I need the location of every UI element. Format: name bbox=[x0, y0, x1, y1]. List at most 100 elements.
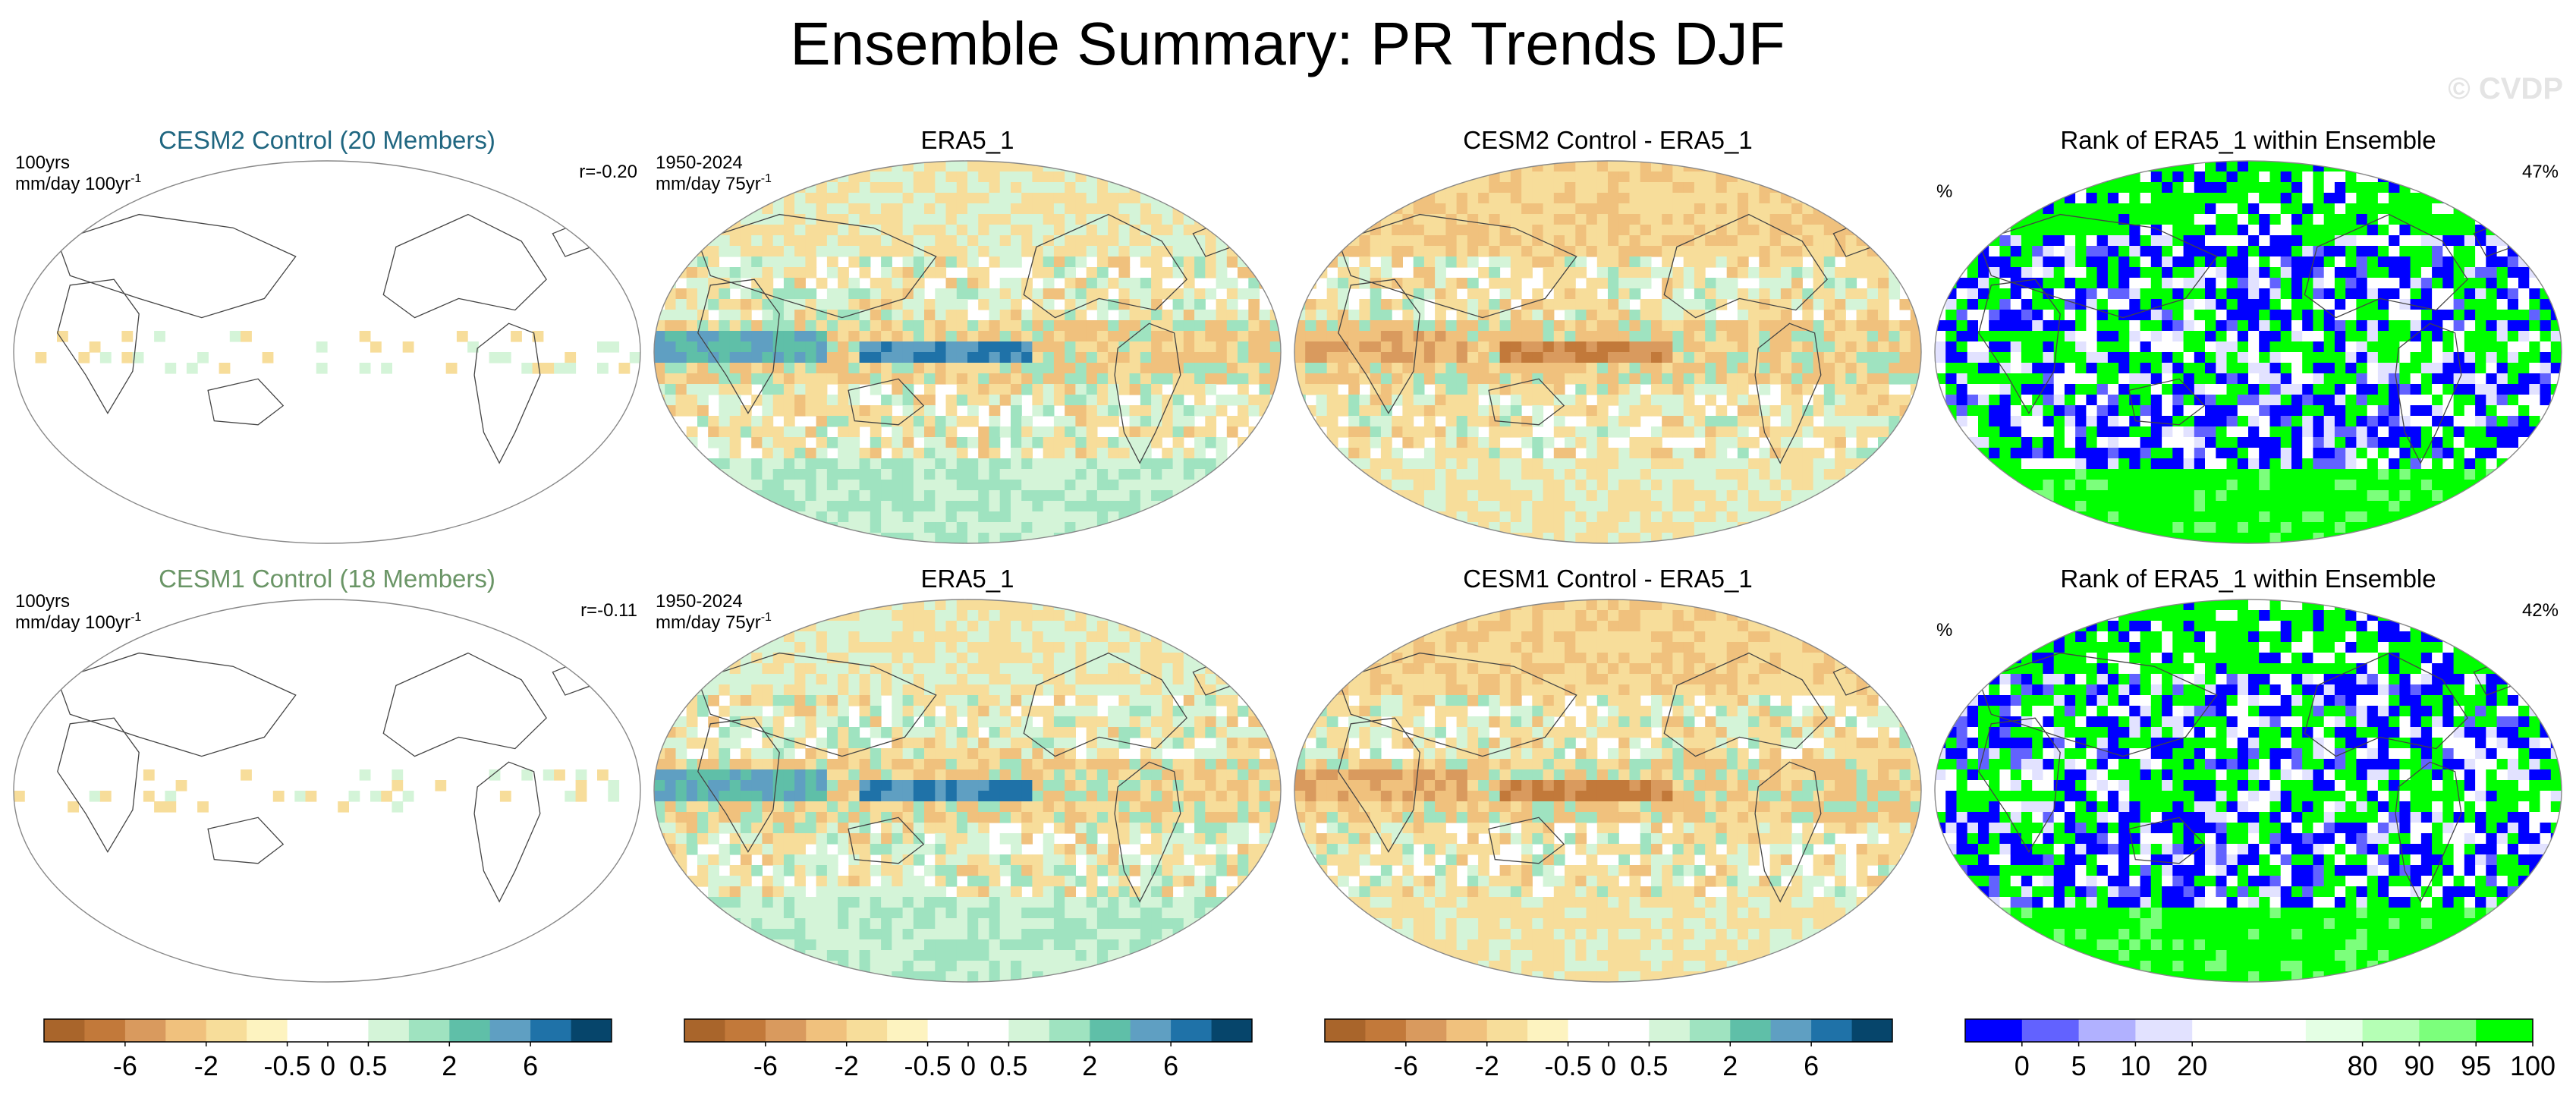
colorbar-swatch bbox=[1965, 1019, 2023, 1042]
colorbar-tick-label: 0 bbox=[320, 1050, 335, 1081]
colorbar-4: 0 5 10 20 80 90 95 100 bbox=[1964, 1018, 2556, 1081]
colorbar-swatch bbox=[165, 1019, 207, 1042]
map-field bbox=[654, 599, 1281, 982]
panel-r2c3: CESM1 Control - ERA5_1 bbox=[1294, 565, 1922, 983]
colorbar-swatch bbox=[2192, 1019, 2250, 1042]
colorbar-swatch bbox=[408, 1019, 450, 1042]
colorbar-swatch bbox=[1568, 1019, 1609, 1042]
colorbar-swatch bbox=[1008, 1019, 1050, 1042]
map-outline bbox=[653, 599, 1282, 983]
panel-units-label: mm/day 75yr-1 bbox=[656, 172, 772, 194]
colorbar-swatch bbox=[1730, 1019, 1772, 1042]
colorbar-swatch bbox=[1609, 1019, 1650, 1042]
colorbar-swatch bbox=[684, 1019, 725, 1042]
colorbar-swatch bbox=[725, 1019, 766, 1042]
colorbar-swatch bbox=[2249, 1019, 2307, 1042]
panel-units-label: mm/day 100yr-1 bbox=[15, 611, 141, 633]
colorbar-swatch bbox=[124, 1019, 166, 1042]
panel-right-label: r=-0.11 bbox=[580, 600, 637, 621]
colorbar-tick-label: 6 bbox=[523, 1050, 538, 1081]
colorbar-tick-label: -6 bbox=[113, 1050, 137, 1081]
panel-title: ERA5_1 bbox=[921, 126, 1014, 154]
colorbar-tick-label: -2 bbox=[1475, 1050, 1499, 1081]
coastlines bbox=[56, 652, 597, 903]
colorbar-swatch bbox=[2419, 1019, 2477, 1042]
colorbar-swatch bbox=[571, 1019, 612, 1042]
colorbar-tick-label: 5 bbox=[2071, 1050, 2087, 1081]
panel-left-label: 100yrs bbox=[15, 153, 70, 173]
coastlines bbox=[56, 213, 597, 464]
colorbar-tick-label: 95 bbox=[2461, 1050, 2491, 1081]
colorbar-swatch bbox=[247, 1019, 288, 1042]
colorbar-swatch bbox=[287, 1019, 329, 1042]
panel-r1c3: CESM2 Control - ERA5_1 bbox=[1294, 126, 1922, 544]
colorbar-swatch bbox=[1689, 1019, 1731, 1042]
colorbar-swatch bbox=[806, 1019, 848, 1042]
colorbar-tick-label: 6 bbox=[1163, 1050, 1178, 1081]
map-outline bbox=[1294, 160, 1922, 544]
colorbar-swatch bbox=[2021, 1019, 2080, 1042]
colorbar-swatch bbox=[887, 1019, 928, 1042]
panel-title: Rank of ERA5_1 within Ensemble bbox=[2060, 126, 2436, 154]
colorbar-swatch bbox=[1090, 1019, 1131, 1042]
colorbar-swatch bbox=[765, 1019, 807, 1042]
colorbar-tick-label: 90 bbox=[2404, 1050, 2434, 1081]
map-field bbox=[1294, 161, 1921, 543]
colorbar-tick-label: 0.5 bbox=[349, 1050, 387, 1081]
figure-title: Ensemble Summary: PR Trends DJF bbox=[790, 10, 1785, 77]
panel-title: ERA5_1 bbox=[921, 565, 1014, 593]
colorbar-tick-label: 2 bbox=[1082, 1050, 1097, 1081]
panel-title: Rank of ERA5_1 within Ensemble bbox=[2060, 565, 2436, 593]
colorbar-swatch bbox=[1446, 1019, 1488, 1042]
colorbar-swatch bbox=[2476, 1019, 2534, 1042]
colorbar-tick-label: -0.5 bbox=[904, 1050, 951, 1081]
map-field bbox=[35, 331, 640, 374]
colorbar-swatch bbox=[2305, 1019, 2364, 1042]
colorbar-swatch bbox=[2362, 1019, 2420, 1042]
colorbar-swatch bbox=[1770, 1019, 1812, 1042]
colorbar-swatch bbox=[1405, 1019, 1447, 1042]
colorbar-swatch bbox=[1527, 1019, 1568, 1042]
colorbar-tick-label: 2 bbox=[442, 1050, 457, 1081]
colorbar-swatch bbox=[1049, 1019, 1090, 1042]
colorbar-tick-label: -6 bbox=[753, 1050, 778, 1081]
map-background bbox=[14, 599, 640, 982]
panel-left-label: % bbox=[1936, 620, 1952, 640]
panel-units-label: mm/day 75yr-1 bbox=[656, 611, 772, 633]
colorbar-3: -6 -2 -0.5 0 0.5 2 6 bbox=[1324, 1018, 1893, 1081]
colorbars: -6 -2 -0.5 0 0.5 2 6 -6 -2 -0.5 0 0.5 2 6 -6 -2 -0.5 0 0.5… bbox=[43, 1018, 2556, 1081]
map-outline bbox=[13, 599, 641, 983]
colorbar-tick-label: -0.5 bbox=[1545, 1050, 1592, 1081]
panel-title: CESM2 Control - ERA5_1 bbox=[1463, 126, 1752, 154]
colorbar-frame bbox=[1964, 1018, 2534, 1043]
colorbar-swatch bbox=[1486, 1019, 1528, 1042]
colorbar-swatch bbox=[1130, 1019, 1172, 1042]
panel-title: CESM1 Control - ERA5_1 bbox=[1463, 565, 1752, 593]
colorbar-tick-label: 100 bbox=[2510, 1050, 2556, 1081]
colorbar-tick-label: 80 bbox=[2348, 1050, 2378, 1081]
coastlines bbox=[697, 213, 1238, 464]
colorbar-tick-label: -2 bbox=[194, 1050, 219, 1081]
colorbar-tick-label: 0.5 bbox=[1630, 1050, 1668, 1081]
colorbar-swatch bbox=[530, 1019, 571, 1042]
colorbar-swatch bbox=[927, 1019, 969, 1042]
colorbar-tick-label: 6 bbox=[1804, 1050, 1819, 1081]
colorbar-2: -6 -2 -0.5 0 0.5 2 6 bbox=[684, 1018, 1253, 1081]
colorbar-swatch bbox=[2135, 1019, 2193, 1042]
map-outline bbox=[1934, 599, 2562, 983]
panel-left-label: 1950-2024 bbox=[656, 153, 743, 173]
panel-r2c4: Rank of ERA5_1 within Ensemble% 42% bbox=[1934, 565, 2562, 983]
colorbar-swatch bbox=[1649, 1019, 1691, 1042]
colorbar-tick-label: 0 bbox=[1601, 1050, 1616, 1081]
map-field bbox=[1935, 599, 2562, 982]
map-field bbox=[654, 161, 1281, 543]
panel-units-label: mm/day 100yr-1 bbox=[15, 172, 141, 194]
panel-title: CESM1 Control (18 Members) bbox=[159, 565, 495, 593]
colorbar-swatch bbox=[1211, 1019, 1253, 1042]
colorbar-swatch bbox=[1811, 1019, 1852, 1042]
colorbar-swatch bbox=[968, 1019, 1009, 1042]
colorbar-swatch bbox=[1171, 1019, 1212, 1042]
